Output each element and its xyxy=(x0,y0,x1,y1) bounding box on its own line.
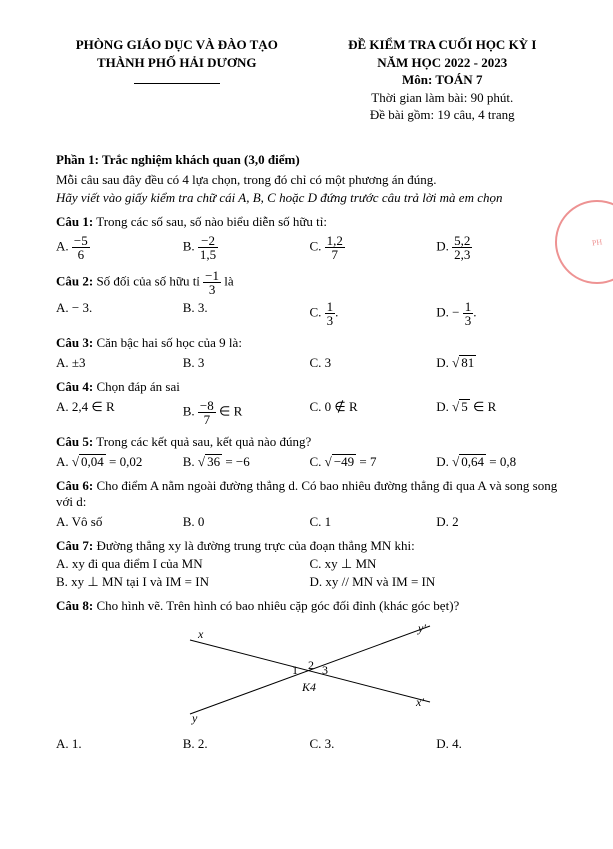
header-underline xyxy=(134,83,220,84)
exam-title-1: ĐỀ KIỂM TRA CUỐI HỌC KỲ I xyxy=(322,36,564,54)
header-left: PHÒNG GIÁO DỤC VÀ ĐÀO TẠO THÀNH PHỐ HẢI … xyxy=(56,36,298,124)
q1-opt-b: B. −21,5 xyxy=(183,234,310,261)
question-1: Câu 1: Trong các số sau, số nào biểu diễ… xyxy=(56,214,563,261)
q6-opt-a: A. Vô số xyxy=(56,514,183,530)
q7-opt-c: C. xy ⊥ MN xyxy=(310,556,564,572)
q3-opt-a: A. ±3 xyxy=(56,355,183,371)
q7-label: Câu 7: xyxy=(56,538,93,553)
q3-opt-b: B. 3 xyxy=(183,355,310,371)
exam-page: PHÒNG GIÁO DỤC VÀ ĐÀO TẠO THÀNH PHỐ HẢI … xyxy=(0,0,613,762)
q3-label: Câu 3: xyxy=(56,335,93,350)
q2-opt-b: B. 3. xyxy=(183,300,310,327)
q1-opt-c: C. 1,27 xyxy=(310,234,437,261)
q1-text: Trong các số sau, số nào biểu diễn số hữ… xyxy=(93,214,327,229)
exam-title-2: NĂM HỌC 2022 - 2023 xyxy=(322,54,564,72)
svg-text:K4: K4 xyxy=(301,680,316,694)
q3-opt-d: D. √81 xyxy=(436,355,563,371)
q1-opt-d: D. 5,22,3 xyxy=(436,234,563,261)
q4-text: Chọn đáp án sai xyxy=(93,379,180,394)
question-5: Câu 5: Trong các kết quả sau, kết quả nà… xyxy=(56,434,563,470)
q7-opt-b: B. xy ⊥ MN tại I và IM = IN xyxy=(56,574,310,590)
svg-text:2: 2 xyxy=(308,658,314,672)
exam-meta: Đề bài gồm: 19 câu, 4 trang xyxy=(322,106,564,124)
intro-line-2: Hãy viết vào giấy kiểm tra chữ cái A, B,… xyxy=(56,190,563,206)
exam-duration: Thời gian làm bài: 90 phút. xyxy=(322,89,564,107)
question-6: Câu 6: Cho điểm A nằm ngoài đường thẳng … xyxy=(56,478,563,530)
svg-text:1: 1 xyxy=(292,663,298,677)
q5-text: Trong các kết quả sau, kết quả nào đúng? xyxy=(93,434,311,449)
question-8: Câu 8: Cho hình vẽ. Trên hình có bao nhi… xyxy=(56,598,563,752)
q7-text: Đường thẳng xy là đường trung trực của đ… xyxy=(93,538,415,553)
q1-label: Câu 1: xyxy=(56,214,93,229)
q2-label: Câu 2: xyxy=(56,273,93,288)
q8-opt-d: D. 4. xyxy=(436,736,563,752)
svg-text:3: 3 xyxy=(322,663,328,677)
q5-label: Câu 5: xyxy=(56,434,93,449)
q6-label: Câu 6: xyxy=(56,478,93,493)
q8-opt-b: B. 2. xyxy=(183,736,310,752)
q2-opt-a: A. − 3. xyxy=(56,300,183,327)
header-right: ĐỀ KIỂM TRA CUỐI HỌC KỲ I NĂM HỌC 2022 -… xyxy=(322,36,564,124)
q4-opt-b: B. −87 ∈ R xyxy=(183,399,310,426)
agency-line2: THÀNH PHỐ HẢI DƯƠNG xyxy=(56,54,298,72)
q3-opt-c: C. 3 xyxy=(310,355,437,371)
agency-line1: PHÒNG GIÁO DỤC VÀ ĐÀO TẠO xyxy=(56,36,298,54)
q6-opt-c: C. 1 xyxy=(310,514,437,530)
q5-opt-d: D. √0,64 = 0,8 xyxy=(436,454,563,470)
question-3: Câu 3: Căn bậc hai số học của 9 là: A. ±… xyxy=(56,335,563,371)
header: PHÒNG GIÁO DỤC VÀ ĐÀO TẠO THÀNH PHỐ HẢI … xyxy=(56,36,563,124)
q6-opt-d: D. 2 xyxy=(436,514,563,530)
q4-label: Câu 4: xyxy=(56,379,93,394)
q4-opt-d: D. √5 ∈ R xyxy=(436,399,563,426)
svg-text:x: x xyxy=(197,627,204,641)
q7-opt-d: D. xy // MN và IM = IN xyxy=(310,574,564,590)
q8-figure: x y y′ x′ 123 K4 xyxy=(56,622,563,732)
q2-text-pre: Số đối của số hữu tỉ xyxy=(93,273,203,288)
q4-opt-c: C. 0 ∉ R xyxy=(310,399,437,426)
svg-text:y: y xyxy=(191,711,198,725)
q6-text: Cho điểm A nằm ngoài đường thẳng d. Có b… xyxy=(56,478,557,509)
q1-opt-a: A. −56 xyxy=(56,234,183,261)
q7-opt-a: A. xy đi qua điểm I của MN xyxy=(56,556,310,572)
q8-label: Câu 8: xyxy=(56,598,93,613)
q5-opt-c: C. √−49 = 7 xyxy=(310,454,437,470)
svg-text:x′: x′ xyxy=(415,695,424,709)
q5-opt-b: B. √36 = −6 xyxy=(183,454,310,470)
exam-subject: Môn: TOÁN 7 xyxy=(322,71,564,89)
q8-opt-c: C. 3. xyxy=(310,736,437,752)
intersecting-lines-figure: x y y′ x′ 123 K4 xyxy=(170,622,450,732)
q3-text: Căn bậc hai số học của 9 là: xyxy=(93,335,242,350)
question-4: Câu 4: Chọn đáp án sai A. 2,4 ∈ R B. −87… xyxy=(56,379,563,426)
q4-opt-a: A. 2,4 ∈ R xyxy=(56,399,183,426)
svg-text:y′: y′ xyxy=(417,622,426,635)
q2-opt-c: C. 13. xyxy=(310,300,437,327)
intro-line-1: Mỗi câu sau đây đều có 4 lựa chọn, trong… xyxy=(56,172,563,188)
q5-opt-a: A. √0,04 = 0,02 xyxy=(56,454,183,470)
q2-text-post: là xyxy=(221,273,234,288)
q6-opt-b: B. 0 xyxy=(183,514,310,530)
q8-text: Cho hình vẽ. Trên hình có bao nhiêu cặp … xyxy=(93,598,459,613)
question-2: Câu 2: Số đối của số hữu tỉ −13 là A. − … xyxy=(56,269,563,327)
question-7: Câu 7: Đường thẳng xy là đường trung trự… xyxy=(56,538,563,590)
q2-opt-d: D. − 13. xyxy=(436,300,563,327)
q8-opt-a: A. 1. xyxy=(56,736,183,752)
section-1-title: Phần 1: Trắc nghiệm khách quan (3,0 điểm… xyxy=(56,152,563,168)
